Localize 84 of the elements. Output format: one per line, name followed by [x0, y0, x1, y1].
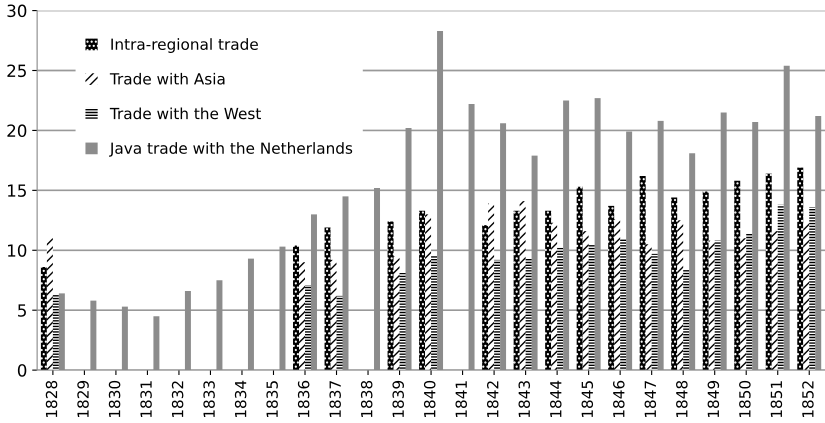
- x-tick-label: 1842: [486, 381, 499, 418]
- bar: [620, 239, 626, 370]
- x-tick-label: 1849: [708, 380, 720, 418]
- x-tick-label: 1846: [613, 380, 625, 418]
- bar: [683, 269, 690, 370]
- x-tick-label: 1837: [329, 381, 341, 418]
- bar: [614, 219, 620, 370]
- bar: [803, 222, 810, 370]
- x-tick-label: 1852: [802, 381, 814, 418]
- x-tick-label: 1843: [518, 381, 530, 418]
- bar: [299, 262, 306, 370]
- bar: [809, 207, 816, 370]
- x-tick-label: 1833: [203, 381, 215, 418]
- bar: [482, 225, 488, 370]
- bar: [652, 254, 658, 370]
- x-tick-label: 1848: [676, 380, 688, 418]
- bar: [545, 210, 552, 370]
- bar: [714, 240, 721, 370]
- bar: [772, 231, 778, 370]
- x-tick-label: 1841: [455, 381, 468, 418]
- x-tick-label: 1832: [172, 381, 184, 418]
- x-tick-label: 1850: [739, 380, 751, 418]
- bar: [778, 204, 784, 370]
- bar: [330, 260, 337, 370]
- bar: [646, 244, 652, 370]
- x-tick-label: 1845: [582, 381, 594, 418]
- bar: [526, 258, 532, 370]
- bar: [702, 192, 709, 370]
- bar: [336, 296, 343, 370]
- bar: [766, 174, 772, 370]
- y-tick-label: 30: [7, 4, 26, 18]
- x-tick-label: 1844: [550, 380, 562, 418]
- bar: [400, 273, 406, 370]
- bar: [708, 240, 715, 370]
- bar: [734, 180, 740, 370]
- bar: [514, 210, 520, 370]
- bar: [431, 255, 438, 370]
- y-tick-label: 25: [7, 64, 26, 78]
- bar: [677, 220, 684, 370]
- x-tick-label: 1838: [360, 380, 372, 418]
- bar: [52, 294, 59, 370]
- bar: [551, 222, 558, 370]
- bar: [488, 204, 494, 370]
- y-tick-label: 10: [8, 244, 26, 257]
- x-tick-label: 1835: [266, 381, 278, 418]
- x-tick-label: 1847: [644, 381, 656, 418]
- bar: [671, 198, 678, 370]
- bar: [494, 260, 500, 370]
- bar: [40, 267, 47, 370]
- bar: [557, 248, 564, 370]
- y-tick-label: 20: [7, 124, 26, 137]
- bar: [740, 238, 746, 370]
- bar: [388, 222, 394, 370]
- bar: [293, 245, 300, 370]
- x-tick-label: 1834: [234, 380, 246, 418]
- y-tick-label: 5: [18, 304, 26, 317]
- legend-label: Intra-regional trade: [111, 38, 258, 53]
- x-tick-label: 1831: [140, 381, 152, 418]
- bar: [582, 231, 589, 370]
- legend-label: Java trade with the Netherlands: [109, 142, 352, 157]
- bar: [425, 214, 432, 370]
- y-tick-label: 15: [8, 184, 26, 197]
- bar: [746, 233, 752, 370]
- bar: [797, 168, 804, 370]
- bar: [520, 201, 526, 370]
- x-tick-label: 1840: [424, 380, 436, 418]
- bar: [419, 210, 426, 370]
- y-tick-label: 0: [18, 364, 26, 377]
- x-tick-label: 1828: [46, 380, 58, 418]
- x-tick-label: 1830: [108, 380, 120, 418]
- x-tick-label: 1836: [298, 380, 310, 418]
- bar: [394, 256, 400, 370]
- bar: [608, 206, 614, 370]
- bar: [324, 228, 331, 370]
- bar: [588, 244, 595, 370]
- x-tick-label: 1839: [392, 380, 404, 418]
- legend-label: Trade with Asia: [110, 72, 224, 85]
- legend-label: Trade with the West: [110, 107, 261, 120]
- x-tick-label: 1829: [77, 380, 89, 418]
- bar: [576, 186, 583, 370]
- bar: [640, 176, 646, 370]
- x-tick-label: 1851: [770, 381, 782, 418]
- bar: [305, 285, 311, 370]
- bar: [46, 238, 53, 370]
